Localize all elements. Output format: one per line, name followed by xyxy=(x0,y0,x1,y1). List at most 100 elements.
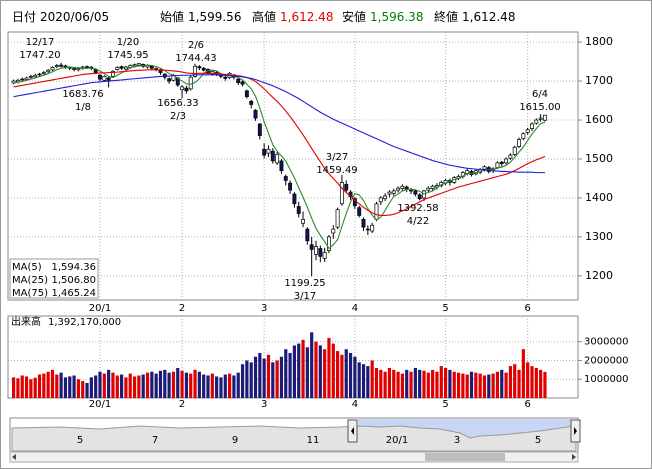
candle-body xyxy=(132,64,137,67)
volume-bar xyxy=(111,372,115,398)
volume-bar xyxy=(128,373,132,398)
volume-bar xyxy=(400,373,404,398)
volume-bar xyxy=(495,371,500,398)
candle-body xyxy=(249,100,254,105)
candle-body xyxy=(543,114,547,121)
volume-bar xyxy=(314,341,318,398)
candle-body xyxy=(266,148,271,154)
volume-bar xyxy=(297,343,301,398)
annotation: 1745.95 xyxy=(107,50,148,61)
candle-body xyxy=(283,176,288,181)
header-value: 1,599.56 xyxy=(188,10,241,24)
candle-body xyxy=(417,194,422,200)
legend-value: 1,506.80 xyxy=(51,275,96,286)
volume-bar xyxy=(340,354,344,398)
candle-body xyxy=(301,219,305,224)
volume-bar xyxy=(167,372,171,398)
volume-bar xyxy=(193,369,197,398)
volume-title: 出来高 xyxy=(11,315,41,328)
x-tick-label: 20/1 xyxy=(89,399,111,410)
volume-bar xyxy=(132,376,137,398)
candle-body xyxy=(331,228,336,234)
legend-name: MA(25) xyxy=(12,275,48,286)
navigator-label: 3 xyxy=(454,435,460,446)
volume-bar xyxy=(219,377,223,398)
annotation: 4/22 xyxy=(407,216,429,227)
header-label: 日付 xyxy=(12,10,36,24)
candle-body xyxy=(136,63,141,66)
volume-bar xyxy=(288,352,292,398)
volume-bar xyxy=(42,373,46,398)
volume-bar xyxy=(46,371,50,398)
candle-body xyxy=(504,158,509,164)
candle-body xyxy=(24,77,29,80)
volume-bar xyxy=(266,354,271,398)
annotation: 1/8 xyxy=(75,102,91,113)
candle-body xyxy=(115,67,120,70)
navigator-label: 5 xyxy=(535,435,541,446)
candle-body xyxy=(98,74,102,80)
header-label: 高値 xyxy=(252,9,276,24)
volume-bar xyxy=(141,374,145,398)
annotation: 1199.25 xyxy=(284,278,325,289)
volume-bar xyxy=(292,345,296,398)
volume-bar xyxy=(206,375,210,398)
header-field: 日付 2020/06/05 xyxy=(12,10,109,24)
volume-bar xyxy=(383,371,387,398)
candle-body xyxy=(465,170,470,174)
candle-body xyxy=(374,203,379,220)
volume-bar xyxy=(530,366,534,398)
candle-body xyxy=(292,193,297,205)
x-tick-label: 4 xyxy=(352,303,358,314)
volume-bar xyxy=(409,371,413,398)
y-tick-label: 1200 xyxy=(585,269,613,282)
volume-bar xyxy=(461,373,465,398)
candle-body xyxy=(262,148,267,156)
volume-bar xyxy=(253,356,258,398)
candle-body xyxy=(111,70,115,77)
candle-body xyxy=(391,190,396,194)
candle-body xyxy=(378,197,383,203)
candle-body xyxy=(76,68,81,71)
navigator[interactable]: 5 7 9 11 20/1 3 5 xyxy=(9,417,581,463)
header-field: 始値 1,599.56 xyxy=(160,9,241,24)
volume-bar xyxy=(534,367,538,398)
candle-body xyxy=(387,191,392,195)
x-tick-label: 5 xyxy=(442,303,448,314)
scrollbar-thumb[interactable] xyxy=(425,453,505,461)
volume-bar xyxy=(271,362,275,398)
candle-body xyxy=(322,252,327,259)
volume-bar xyxy=(154,373,158,398)
volume-bar xyxy=(465,374,469,398)
volume-bar xyxy=(422,370,426,398)
candle-body xyxy=(426,187,431,191)
volume-bar xyxy=(508,366,512,398)
annotation: 1744.43 xyxy=(175,53,216,64)
y-tick-label: 1000000 xyxy=(584,374,629,385)
candle-body xyxy=(361,219,366,228)
legend-value: 1,594.36 xyxy=(51,262,96,273)
annotation: 2/3 xyxy=(170,111,186,122)
legend-value: 1,465.24 xyxy=(51,288,96,299)
candle-body xyxy=(383,195,388,200)
candle-body xyxy=(365,228,370,231)
volume-bar xyxy=(331,343,335,398)
volume-bar xyxy=(448,369,452,398)
header-label: 終値 xyxy=(434,9,458,24)
volume-bar xyxy=(59,372,63,398)
volume-bar xyxy=(353,356,357,398)
x-tick-label: 6 xyxy=(524,399,530,410)
volume-bar xyxy=(431,369,435,398)
volume-bar xyxy=(76,379,80,398)
candle-body xyxy=(50,67,55,71)
volume-bar xyxy=(72,375,76,398)
volume-bar xyxy=(98,371,102,398)
candle-body xyxy=(534,119,539,124)
candle-body xyxy=(37,73,42,76)
volume-bar xyxy=(137,375,141,398)
candle-body xyxy=(223,76,228,79)
scrollbar[interactable] xyxy=(9,451,579,463)
y-tick-label: 3000000 xyxy=(584,337,629,348)
candle-body xyxy=(270,150,275,162)
